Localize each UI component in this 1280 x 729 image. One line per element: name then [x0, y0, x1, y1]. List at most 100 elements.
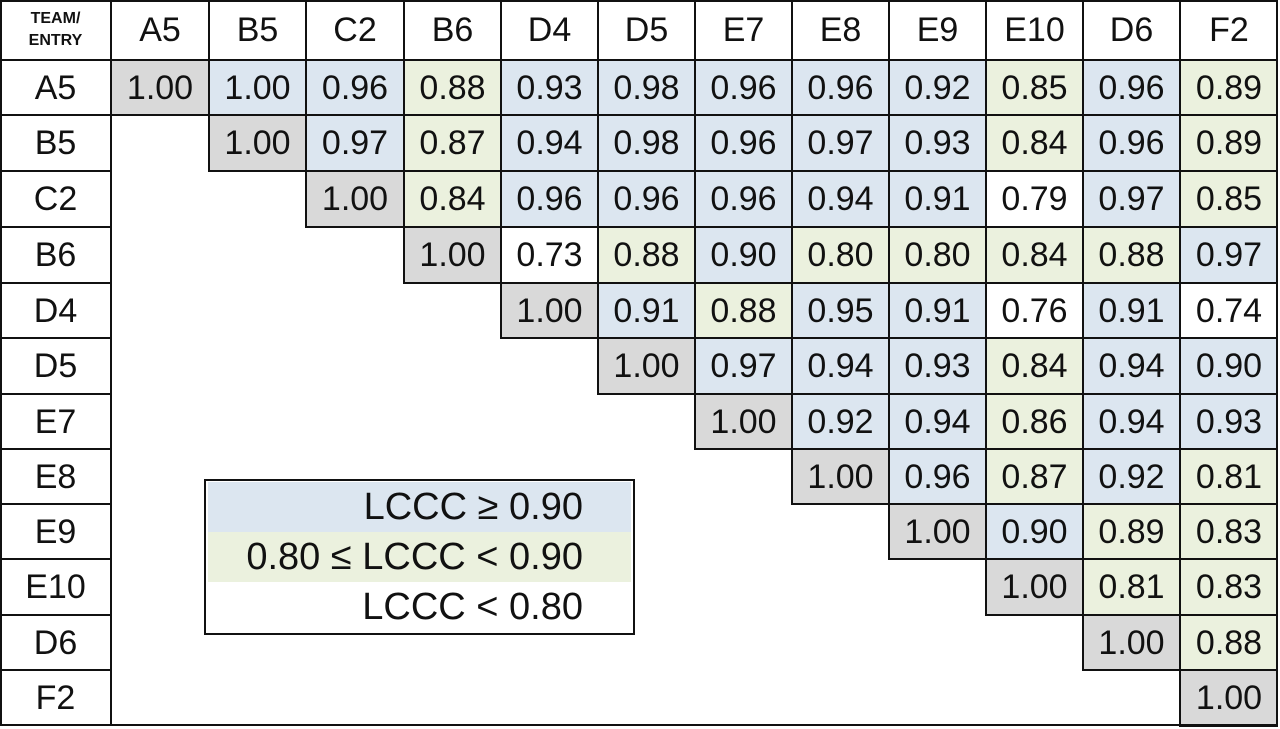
cell-border	[985, 558, 1083, 560]
cell-border	[791, 393, 889, 395]
cell-border	[888, 393, 986, 395]
matrix-cell: 0.97	[792, 115, 889, 171]
cell-border	[694, 226, 792, 228]
cell-border	[597, 114, 695, 116]
cell-border	[985, 504, 987, 559]
cell-border	[1082, 338, 1084, 394]
cell-border	[1082, 115, 1084, 171]
cell-border	[888, 227, 890, 283]
diagonal-cell: 1.00	[986, 559, 1083, 615]
diagonal-cell: 1.00	[598, 338, 695, 394]
column-header: D6	[1109, 11, 1154, 49]
cell-border	[985, 337, 1083, 339]
legend-item-low: LCCC < 0.80	[208, 582, 631, 632]
cell-border	[208, 60, 210, 115]
matrix-cell: 1.00	[209, 60, 306, 115]
row-header: E10	[25, 568, 86, 606]
matrix-cell: 0.90	[695, 227, 792, 283]
cell-border	[500, 171, 502, 227]
matrix-cell: 0.96	[501, 171, 598, 227]
cell-border	[597, 393, 695, 395]
matrix-cell: 0.76	[986, 283, 1083, 338]
cell-border	[597, 337, 695, 339]
header-col-divider	[985, 0, 987, 60]
cell-border	[305, 226, 404, 228]
header-col-divider	[597, 0, 599, 60]
matrix-cell: 0.96	[306, 60, 404, 115]
cell-border	[1179, 60, 1181, 115]
row-header-border	[110, 0, 112, 726]
cell-border	[305, 115, 307, 171]
cell-border	[791, 448, 889, 450]
matrix-cell: 0.96	[598, 171, 695, 227]
cell-border	[1179, 725, 1278, 727]
cell-border	[791, 503, 889, 505]
matrix-cell: 0.84	[404, 171, 501, 227]
cell-border	[888, 338, 890, 394]
matrix-cell: 0.88	[404, 60, 501, 115]
cell-border	[1179, 171, 1181, 227]
cell-border	[1179, 227, 1181, 283]
diagonal-cell: 1.00	[111, 60, 209, 115]
cell-border	[985, 282, 1083, 284]
cell-border	[1179, 115, 1181, 171]
cell-border	[694, 337, 792, 339]
matrix-cell: 0.90	[986, 504, 1083, 559]
matrix-cell: 0.95	[792, 283, 889, 338]
frame-right	[1276, 0, 1278, 726]
cell-border	[985, 171, 987, 227]
matrix-cell: 0.97	[695, 338, 792, 394]
cell-border	[985, 226, 1083, 228]
column-header: F2	[1209, 11, 1249, 49]
cell-border	[1082, 170, 1180, 172]
cell-border	[694, 448, 792, 450]
cell-border	[1082, 558, 1180, 560]
cell-border	[500, 170, 598, 172]
cell-border	[791, 226, 889, 228]
matrix-cell: 0.96	[695, 60, 792, 115]
row-header-divider	[0, 448, 111, 450]
cell-border	[888, 504, 890, 559]
column-header: E7	[722, 11, 765, 49]
matrix-cell: 0.89	[1180, 60, 1278, 115]
cell-border	[694, 170, 792, 172]
row-header-divider	[0, 614, 111, 616]
cell-border	[597, 282, 695, 284]
cell-border	[1179, 449, 1181, 504]
cell-border	[694, 338, 696, 394]
matrix-cell: 0.85	[1180, 171, 1278, 227]
diagonal-cell: 1.00	[404, 227, 501, 283]
cell-border	[1179, 670, 1181, 726]
cell-border	[791, 170, 889, 172]
cell-border	[1082, 448, 1180, 450]
cell-border	[597, 283, 599, 338]
cell-border	[1179, 503, 1278, 505]
cell-border	[888, 226, 986, 228]
matrix-cell: 0.97	[1180, 227, 1278, 283]
cell-border	[694, 60, 696, 115]
cell-border	[1082, 282, 1180, 284]
cell-border	[985, 170, 1083, 172]
cell-border	[694, 394, 696, 449]
cell-border	[305, 60, 307, 115]
cell-border	[1082, 449, 1084, 504]
cell-border	[1082, 227, 1084, 283]
cell-border	[500, 227, 502, 283]
matrix-cell: 0.73	[501, 227, 598, 283]
cell-border	[1179, 114, 1278, 116]
cell-border	[1082, 503, 1180, 505]
matrix-cell: 0.91	[598, 283, 695, 338]
matrix-cell: 0.96	[889, 449, 986, 504]
cell-border	[791, 449, 793, 504]
cell-border	[403, 282, 501, 284]
matrix-cell: 0.93	[889, 115, 986, 171]
cell-border	[985, 393, 1083, 395]
matrix-cell: 0.93	[1180, 394, 1278, 449]
cell-border	[305, 114, 404, 116]
cell-border	[1082, 114, 1180, 116]
row-header: A5	[34, 68, 77, 107]
cell-border	[888, 170, 986, 172]
matrix-cell: 0.88	[695, 283, 792, 338]
cell-border	[500, 60, 502, 115]
